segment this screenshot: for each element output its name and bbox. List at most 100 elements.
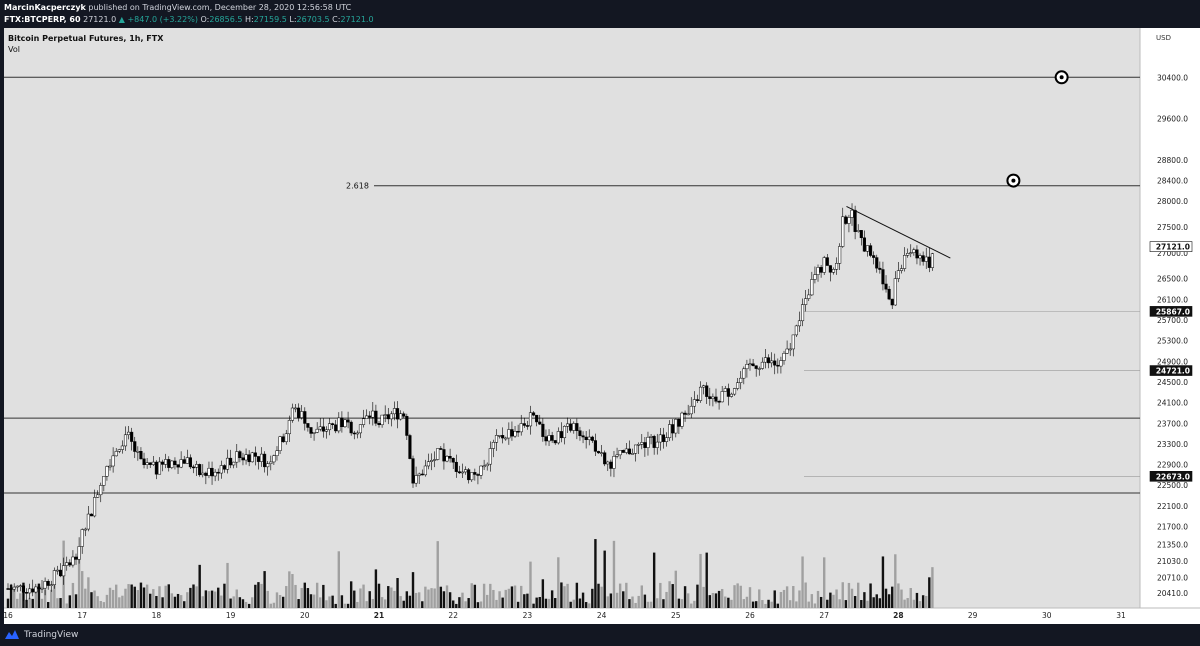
candle-body <box>241 457 245 461</box>
price-tick-label: 28800.0 <box>1157 156 1188 165</box>
volume-bar <box>275 592 279 608</box>
volume-bar <box>473 584 477 608</box>
volume-bar <box>56 598 59 608</box>
volume-bar <box>671 584 674 608</box>
volume-bar <box>554 598 557 608</box>
candle-body <box>80 529 84 547</box>
time-tick-label: 30 <box>1042 611 1052 620</box>
volume-bar <box>557 557 560 608</box>
volume-bar <box>566 583 569 608</box>
candle-body <box>321 426 325 432</box>
volume-bar <box>819 596 823 608</box>
candle-body <box>606 461 610 465</box>
volume-bar <box>857 582 860 608</box>
chart-area[interactable]: Bitcoin Perpetual Futures, 1h, FTX Vol U… <box>3 28 1200 624</box>
volume-bar <box>751 601 755 608</box>
candle-body <box>142 458 146 465</box>
candle-body <box>819 267 823 273</box>
candle-body <box>346 419 350 423</box>
candle-body <box>865 245 870 252</box>
candle-body <box>785 348 789 354</box>
volume-bar <box>281 596 285 608</box>
volume-bar <box>411 572 415 608</box>
candle-body <box>337 417 341 432</box>
volume-bar <box>93 590 96 608</box>
candle-body <box>828 265 832 273</box>
candle-body <box>862 237 866 252</box>
candle-body <box>93 497 97 517</box>
time-tick-label: 16 <box>4 611 13 620</box>
volume-bar <box>309 594 313 608</box>
candle-body <box>677 418 681 427</box>
volume-bar <box>365 601 368 608</box>
candle-body <box>612 456 616 469</box>
volume-bar <box>374 569 378 608</box>
plot-background <box>4 28 1140 608</box>
candle-body <box>52 570 56 585</box>
candle-body <box>587 436 591 440</box>
tradingview-logo[interactable]: TradingView <box>4 629 78 640</box>
volume-bar <box>535 597 538 608</box>
candle-body <box>402 413 406 417</box>
candle-body <box>776 364 780 367</box>
volume-bar <box>798 590 801 608</box>
candle-body <box>464 469 468 473</box>
volume-bar <box>96 596 99 608</box>
volume-bar <box>464 601 467 608</box>
candle-body <box>918 255 922 259</box>
volume-bar <box>263 571 266 608</box>
volume-bar <box>328 596 331 608</box>
open-label: O: <box>200 15 210 24</box>
candle-body <box>705 385 709 397</box>
candle-body <box>853 209 857 232</box>
candle-body <box>559 431 563 439</box>
volume-bar <box>186 592 189 608</box>
volume-bar <box>251 597 254 608</box>
volume-bar <box>220 595 223 608</box>
candle-body <box>600 452 604 454</box>
time-tick-label: 31 <box>1116 611 1126 620</box>
candle-body <box>838 246 842 264</box>
volume-bar <box>677 598 681 608</box>
volume-bar <box>127 584 130 608</box>
volume-bar <box>368 591 371 608</box>
price-chart[interactable]: Bitcoin Perpetual Futures, 1h, FTX Vol U… <box>3 28 1200 624</box>
time-ticks: 16 17 18 19 20 21 22 23 24 25 26 27 28 29 30 31 <box>3 611 1126 620</box>
volume-bar <box>448 592 452 608</box>
candle-body <box>59 569 63 577</box>
candle-body <box>318 426 322 430</box>
volume-bar <box>442 591 446 608</box>
candle-body <box>253 452 257 457</box>
candle-body <box>899 268 904 271</box>
price-tick-label: 24900.0 <box>1157 357 1188 366</box>
volume-bar <box>424 586 427 608</box>
volume-bar <box>145 584 149 608</box>
candle-body <box>423 465 427 476</box>
candle-body <box>334 424 338 432</box>
candle-body <box>25 592 29 594</box>
author-name[interactable]: MarcinKacperczyk <box>4 3 86 12</box>
volume-bar <box>931 567 934 608</box>
candle-body <box>269 461 273 464</box>
candle-body <box>117 449 121 452</box>
volume-bar <box>656 598 659 608</box>
candle-body <box>12 586 16 590</box>
volume-bar <box>121 595 124 608</box>
candle-body <box>841 216 845 247</box>
candle-body <box>850 209 854 218</box>
volume-bar <box>393 590 396 608</box>
candle-body <box>708 396 712 399</box>
price-change: +847.0 (+3.22%) <box>127 15 198 24</box>
candle-body <box>791 334 795 350</box>
price-tick-label: 21030.0 <box>1157 557 1188 566</box>
volume-bar <box>68 595 72 608</box>
volume-bar <box>387 586 390 608</box>
volume-bar <box>59 598 62 608</box>
volume-bar <box>417 592 421 608</box>
volume-bar <box>198 564 201 608</box>
candle-body <box>547 435 551 442</box>
candle-body <box>742 368 746 379</box>
volume-bar <box>690 603 693 608</box>
price-tick-label: 30400.0 <box>1157 73 1188 82</box>
volume-bar <box>532 603 535 608</box>
